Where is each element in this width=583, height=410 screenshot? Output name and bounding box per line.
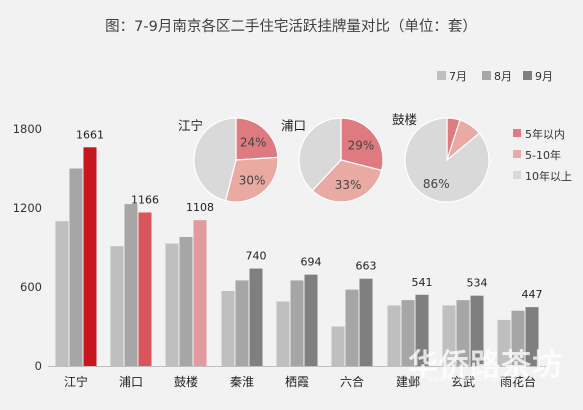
bar-秦淮-9月 bbox=[249, 268, 263, 366]
bar-建邺-7月 bbox=[387, 305, 401, 366]
bar-雨花台-7月 bbox=[497, 319, 511, 366]
pie-slice-浦口-10年以上 bbox=[298, 117, 342, 192]
x-category-label: 六合 bbox=[340, 374, 364, 389]
data-label: 663 bbox=[356, 260, 377, 273]
watermark-logo: 华侨路茶坊 bbox=[408, 348, 563, 383]
pie-legend-label: 5年以内 bbox=[525, 127, 565, 141]
bar-江宁-8月 bbox=[69, 168, 83, 366]
legend-label-8月: 8月 bbox=[494, 70, 512, 83]
bar-秦淮-8月 bbox=[235, 280, 249, 366]
data-label: 534 bbox=[467, 277, 488, 290]
pie-slice-江宁-5-10年 bbox=[224, 156, 279, 203]
bar-雨花台-8月 bbox=[511, 310, 525, 366]
pie-group: 24% 30% 江宁 29% 33% 浦口 86% 鼓楼 bbox=[178, 112, 490, 203]
x-axis: 江宁 浦口 鼓楼 秦淮 栖霞 六合 建邺 玄武 雨花台 bbox=[48, 366, 546, 389]
bar-秦淮-7月 bbox=[221, 290, 235, 366]
pie-value-label: 24% bbox=[240, 136, 267, 150]
legend-swatch-7月 bbox=[437, 71, 446, 80]
y-tick-label: 600 bbox=[20, 280, 42, 294]
y-tick-label: 1800 bbox=[13, 122, 42, 136]
data-label: 447 bbox=[522, 288, 543, 301]
pie-legend-label: 10年以上 bbox=[525, 169, 572, 183]
bar-浦口-8月 bbox=[124, 204, 138, 366]
data-label: 1108 bbox=[186, 201, 214, 214]
x-category-label: 浦口 bbox=[119, 375, 143, 389]
data-label: 1166 bbox=[131, 193, 159, 206]
bar-group bbox=[55, 147, 539, 366]
bar-栖霞-9月 bbox=[304, 274, 318, 366]
pie-slice-鼓楼-10年以上 bbox=[404, 117, 490, 203]
x-category-label: 雨花台 bbox=[500, 374, 536, 389]
bar-六合-9月 bbox=[359, 278, 373, 366]
bar-栖霞-8月 bbox=[290, 280, 304, 366]
pie-slice-江宁-5年以内 bbox=[235, 117, 279, 161]
bar-玄武-8月 bbox=[456, 300, 470, 366]
bar-建邺-9月 bbox=[415, 294, 429, 366]
pie-title-鼓楼: 鼓楼 bbox=[392, 112, 417, 127]
pie-legend-swatch bbox=[513, 171, 521, 179]
y-tick-label: 1200 bbox=[13, 201, 42, 215]
bar-鼓楼-7月 bbox=[165, 243, 179, 366]
y-axis: 0 600 1200 1800 bbox=[13, 122, 42, 373]
bar-栖霞-7月 bbox=[276, 301, 290, 366]
bar-legend: 7月 8月 9月 bbox=[437, 70, 553, 83]
bar-浦口-7月 bbox=[110, 246, 124, 366]
pie-legend-swatch bbox=[513, 150, 521, 158]
bar-鼓楼-9月 bbox=[193, 220, 207, 366]
chart-title: 图：7-9月南京各区二手住宅活跃挂牌量对比（单位：套） bbox=[105, 18, 477, 35]
pie-slice-江宁-10年以上 bbox=[193, 117, 237, 202]
bar-浦口-9月 bbox=[138, 212, 152, 366]
bar-江宁-9月 bbox=[83, 147, 97, 366]
x-category-label: 秦淮 bbox=[230, 375, 254, 389]
pie-title-江宁: 江宁 bbox=[178, 118, 203, 133]
bar-鼓楼-8月 bbox=[179, 236, 193, 366]
legend-label-9月: 9月 bbox=[535, 70, 553, 83]
bar-玄武-7月 bbox=[442, 305, 456, 366]
bar-六合-7月 bbox=[331, 326, 345, 366]
pie-value-label: 33% bbox=[335, 178, 362, 192]
y-tick-label: 0 bbox=[35, 359, 42, 373]
data-label: 541 bbox=[412, 276, 433, 289]
legend-swatch-9月 bbox=[523, 71, 532, 80]
data-labels: 1661 1166 1108 740 694 663 541 534 447 bbox=[76, 128, 543, 301]
bar-江宁-7月 bbox=[55, 221, 69, 366]
pie-value-label: 86% bbox=[423, 177, 450, 191]
x-category-label: 鼓楼 bbox=[174, 374, 198, 389]
pie-value-label: 30% bbox=[239, 173, 266, 187]
bar-玄武-9月 bbox=[470, 295, 484, 366]
legend-label-7月: 7月 bbox=[449, 70, 467, 83]
x-category-label: 建邺 bbox=[396, 375, 420, 389]
pie-value-label: 29% bbox=[348, 139, 375, 153]
pie-legend-label: 5-10年 bbox=[525, 148, 561, 162]
bar-雨花台-9月 bbox=[525, 307, 539, 366]
pie-legend-swatch bbox=[513, 129, 521, 137]
pie-slice-浦口-5年以内 bbox=[340, 117, 384, 172]
legend-swatch-8月 bbox=[482, 71, 491, 80]
x-category-label: 栖霞 bbox=[285, 374, 309, 389]
pie-slice-浦口-5-10年 bbox=[311, 159, 383, 203]
data-label: 694 bbox=[301, 256, 322, 269]
watermark-url: www.house365.com bbox=[426, 374, 507, 383]
data-label: 1661 bbox=[76, 128, 104, 141]
pie-legend: 5年以内 5-10年 10年以上 bbox=[513, 127, 572, 183]
bar-建邺-8月 bbox=[401, 300, 415, 366]
pie-title-浦口: 浦口 bbox=[281, 118, 306, 133]
data-label: 740 bbox=[246, 250, 267, 263]
bar-六合-8月 bbox=[345, 289, 359, 366]
x-category-label: 玄武 bbox=[451, 374, 475, 389]
x-category-label: 江宁 bbox=[64, 374, 88, 389]
